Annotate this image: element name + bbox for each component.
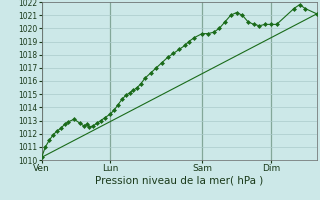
X-axis label: Pression niveau de la mer( hPa ): Pression niveau de la mer( hPa ) [95, 176, 263, 186]
